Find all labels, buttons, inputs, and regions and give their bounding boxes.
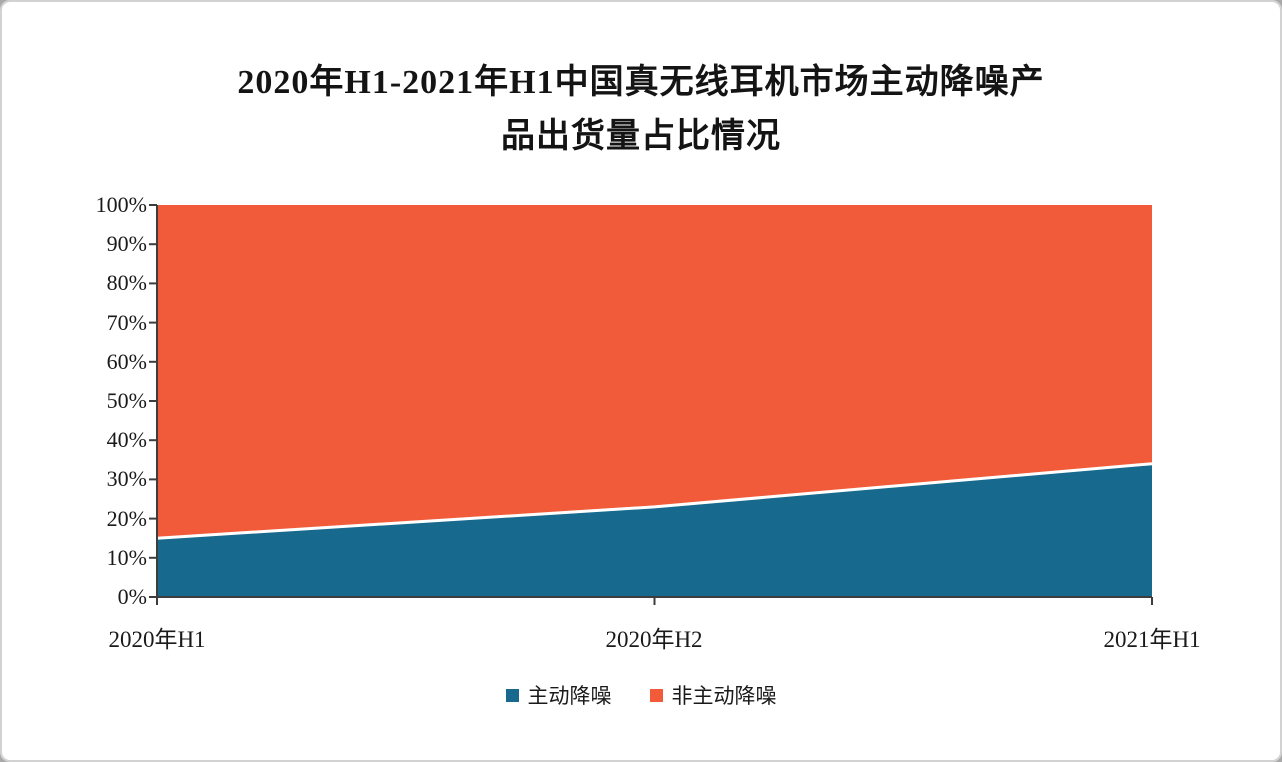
x-axis-label-2020h1: 2020年H1 xyxy=(108,627,206,652)
legend-label-non-anc: 非主动降噪 xyxy=(671,684,777,708)
legend-swatch-anc-icon xyxy=(505,688,519,702)
legend-swatch-non-anc-icon xyxy=(649,688,663,702)
x-axis-label-2020h2: 2020年H2 xyxy=(605,627,703,652)
series-boundary-line xyxy=(156,462,1153,540)
chart-title: 2020年H1-2021年H1中国真无线耳机市场主动降噪产 品出货量占比情况 xyxy=(2,56,1280,164)
y-axis-label: 70% xyxy=(106,309,147,335)
x-axis-label-2021h1: 2021年H1 xyxy=(1103,627,1201,652)
area-anc xyxy=(157,463,1152,597)
chart-legend: 主动降噪 非主动降噪 xyxy=(2,680,1280,710)
chart-title-line-1: 2020年H1-2021年H1中国真无线耳机市场主动降噪产 xyxy=(237,64,1045,101)
y-axis-label: 0% xyxy=(117,584,147,609)
y-axis-label: 50% xyxy=(106,388,147,413)
y-axis-label: 20% xyxy=(106,505,147,531)
legend-item-non-anc: 非主动降噪 xyxy=(649,680,777,710)
y-axis-label: 100% xyxy=(95,192,147,217)
legend-label-anc: 主动降噪 xyxy=(527,684,612,708)
y-axis-label: 40% xyxy=(106,427,147,453)
chart-title-line-2: 品出货量占比情况 xyxy=(501,118,781,155)
y-axis-label: 80% xyxy=(106,270,147,296)
y-axis-label: 90% xyxy=(106,231,147,257)
y-axis-label: 60% xyxy=(106,348,147,374)
area-non-anc xyxy=(157,205,1152,539)
y-axis-label: 30% xyxy=(106,466,147,492)
stacked-area-plot xyxy=(149,204,1153,605)
legend-item-anc: 主动降噪 xyxy=(505,680,612,710)
y-axis-label: 10% xyxy=(106,544,147,570)
y-axis-labels: 100% 90% 80% 70% 60% 50% 40% 30% 20% 10% 0% xyxy=(52,194,147,608)
